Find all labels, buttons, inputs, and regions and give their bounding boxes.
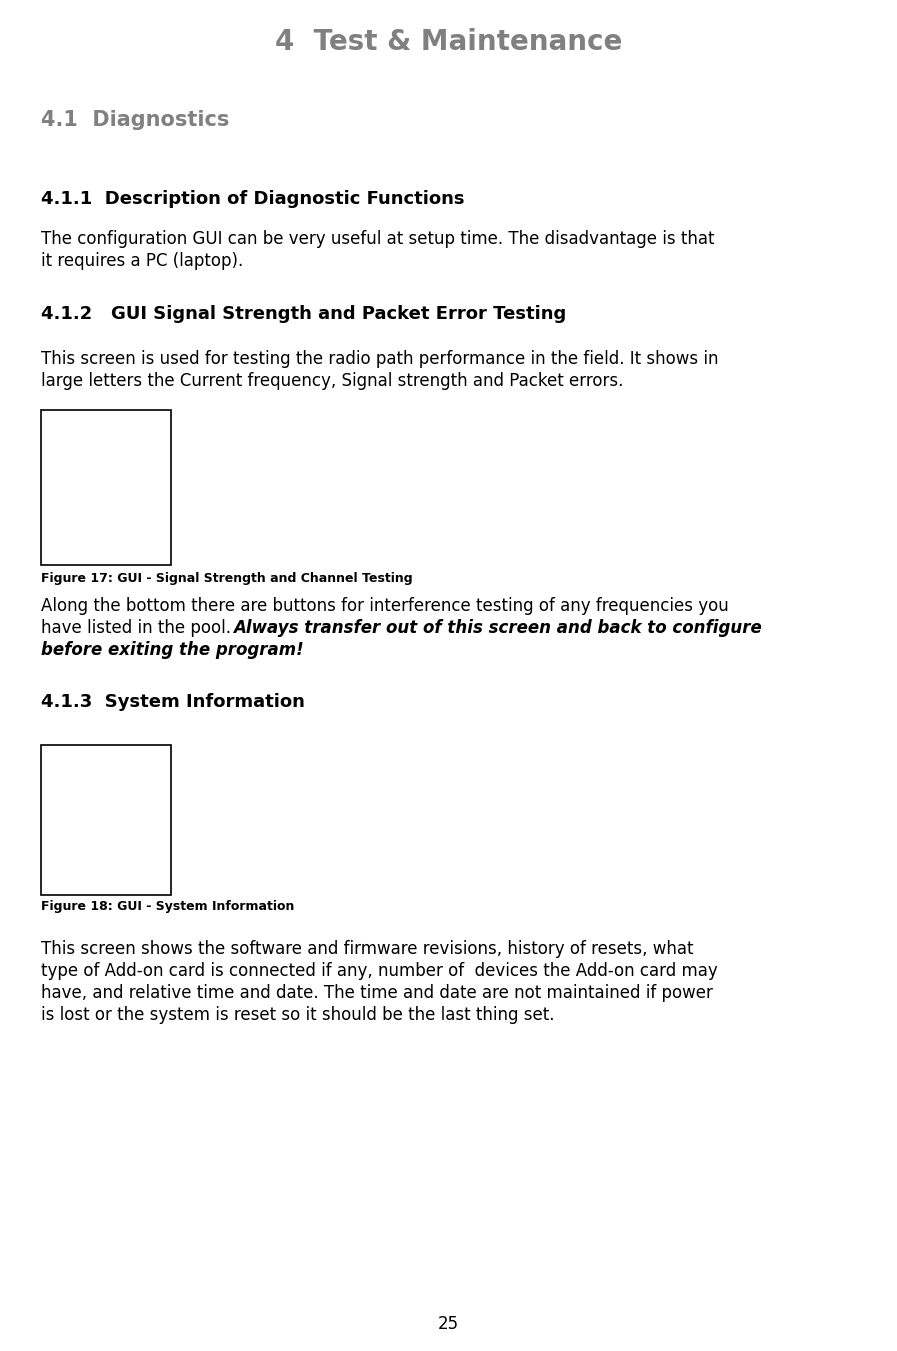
Text: 4.1.1  Description of Diagnostic Functions: 4.1.1 Description of Diagnostic Function… [41, 190, 465, 208]
Text: This screen is used for testing the radio path performance in the field. It show: This screen is used for testing the radi… [41, 350, 718, 367]
Text: 4  Test & Maintenance: 4 Test & Maintenance [274, 28, 623, 55]
Text: it requires a PC (laptop).: it requires a PC (laptop). [41, 253, 243, 270]
Text: Along the bottom there are buttons for interference testing of any frequencies y: Along the bottom there are buttons for i… [41, 597, 728, 615]
Text: This screen shows the software and firmware revisions, history of resets, what: This screen shows the software and firmw… [41, 940, 693, 958]
Text: 25: 25 [438, 1315, 459, 1333]
Bar [41, 744, 171, 894]
Text: is lost or the system is reset so it should be the last thing set.: is lost or the system is reset so it sho… [41, 1006, 554, 1024]
Text: have listed in the pool.: have listed in the pool. [41, 619, 241, 638]
Text: Always transfer out of this screen and back to configure: Always transfer out of this screen and b… [233, 619, 762, 638]
Text: 4.1.3  System Information: 4.1.3 System Information [41, 693, 305, 711]
Text: 4.1.2   GUI Signal Strength and Packet Error Testing: 4.1.2 GUI Signal Strength and Packet Err… [41, 305, 566, 323]
Text: Figure 17: GUI - Signal Strength and Channel Testing: Figure 17: GUI - Signal Strength and Cha… [41, 571, 413, 585]
Text: type of Add-on card is connected if any, number of  devices the Add-on card may: type of Add-on card is connected if any,… [41, 962, 718, 979]
Text: large letters the Current frequency, Signal strength and Packet errors.: large letters the Current frequency, Sig… [41, 372, 623, 390]
Bar [41, 409, 171, 565]
Text: before exiting the program!: before exiting the program! [41, 640, 304, 659]
Text: have, and relative time and date. The time and date are not maintained if power: have, and relative time and date. The ti… [41, 984, 713, 1002]
Text: Figure 18: GUI - System Information: Figure 18: GUI - System Information [41, 900, 294, 913]
Text: The configuration GUI can be very useful at setup time. The disadvantage is that: The configuration GUI can be very useful… [41, 230, 715, 249]
Text: 4.1  Diagnostics: 4.1 Diagnostics [41, 109, 230, 130]
